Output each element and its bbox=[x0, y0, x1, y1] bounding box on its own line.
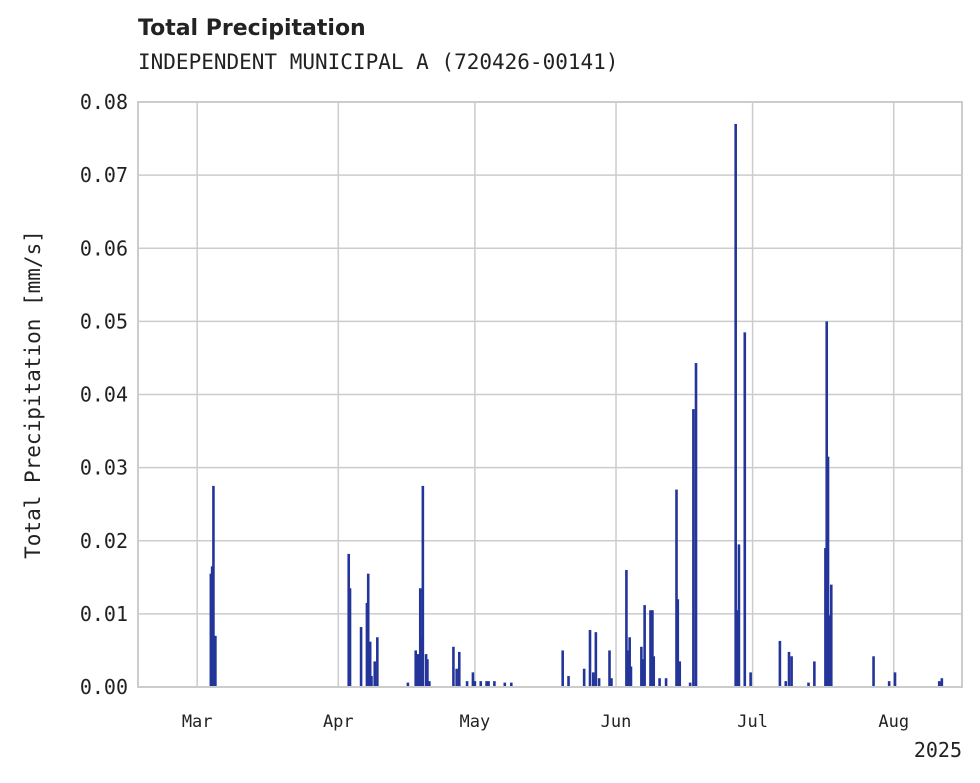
precip-bar bbox=[643, 605, 646, 687]
precip-bar bbox=[688, 682, 692, 687]
precip-bar bbox=[368, 641, 372, 687]
y-tick-label: 0.05 bbox=[80, 309, 128, 333]
precip-bar bbox=[625, 570, 628, 687]
precip-bar bbox=[457, 651, 461, 687]
precip-bar bbox=[214, 635, 217, 687]
y-axis-label: Total Precipitation [mm/s] bbox=[21, 230, 45, 559]
precip-bar bbox=[452, 646, 455, 687]
x-tick-label: Mar bbox=[182, 712, 213, 732]
precip-bar bbox=[414, 650, 418, 687]
precip-bar bbox=[370, 676, 373, 687]
year-label: 2025 bbox=[914, 738, 962, 762]
precip-bar bbox=[658, 678, 661, 687]
precip-bar bbox=[829, 584, 833, 687]
precip-bar bbox=[455, 668, 458, 687]
x-tick-label: Aug bbox=[878, 712, 909, 732]
precip-bar bbox=[485, 681, 488, 687]
precip-bar bbox=[940, 678, 944, 687]
precip-bar bbox=[426, 659, 429, 687]
precip-bar bbox=[675, 489, 678, 687]
x-tick-label: Apr bbox=[323, 712, 354, 732]
precip-bar bbox=[582, 668, 586, 687]
precip-bar bbox=[567, 676, 570, 687]
precip-bar bbox=[778, 640, 782, 687]
precip-bar bbox=[487, 681, 490, 687]
precip-bar bbox=[784, 681, 788, 687]
precip-bar bbox=[652, 656, 656, 687]
precip-bar bbox=[465, 681, 469, 687]
precip-bar bbox=[893, 672, 897, 687]
precip-bar bbox=[787, 651, 791, 687]
precip-bar bbox=[734, 123, 737, 687]
precip-bar bbox=[790, 656, 793, 687]
precip-bar bbox=[610, 678, 613, 687]
precip-bar bbox=[678, 661, 682, 687]
precip-bar bbox=[348, 588, 352, 687]
precip-bar bbox=[418, 588, 422, 687]
y-tick-label: 0.07 bbox=[80, 163, 128, 187]
y-tick-label: 0.04 bbox=[80, 383, 128, 407]
precip-bar bbox=[628, 637, 631, 687]
precip-bar bbox=[373, 661, 377, 687]
precip-bar bbox=[421, 485, 425, 687]
precip-bar bbox=[887, 681, 891, 687]
precip-bar bbox=[826, 456, 830, 687]
precip-bar bbox=[428, 681, 431, 687]
precip-bar bbox=[417, 654, 420, 687]
precip-bar bbox=[479, 681, 483, 687]
precip-bar bbox=[591, 672, 595, 687]
precip-bar bbox=[359, 627, 363, 687]
precipitation-bars bbox=[209, 123, 944, 687]
precip-bar bbox=[642, 659, 645, 687]
chart-title: Total Precipitation bbox=[138, 16, 366, 41]
precip-bar bbox=[649, 610, 652, 687]
plot-frame bbox=[137, 101, 963, 688]
precip-bar bbox=[694, 363, 698, 687]
precip-bar bbox=[471, 672, 475, 687]
y-tick-label: 0.00 bbox=[80, 675, 128, 699]
precip-bar bbox=[664, 678, 668, 687]
precip-bar bbox=[561, 650, 564, 687]
precip-bar bbox=[743, 332, 747, 687]
grid-lines bbox=[138, 101, 962, 688]
precip-bar bbox=[813, 661, 816, 687]
precip-bar bbox=[626, 650, 630, 687]
precip-bar bbox=[651, 610, 654, 687]
chart-subtitle: INDEPENDENT MUNICIPAL A (720426-00141) bbox=[138, 50, 619, 74]
precip-bar bbox=[594, 632, 598, 687]
precip-bar bbox=[676, 599, 680, 687]
precip-bar bbox=[737, 544, 741, 687]
y-tick-label: 0.02 bbox=[80, 529, 128, 553]
precip-bar bbox=[510, 682, 513, 687]
y-tick-label: 0.03 bbox=[80, 456, 128, 480]
precip-bar bbox=[807, 682, 810, 687]
y-tick-label: 0.08 bbox=[80, 90, 128, 114]
precip-bar bbox=[872, 656, 875, 687]
precip-bar bbox=[735, 610, 739, 687]
precip-bar bbox=[588, 629, 592, 687]
precip-bar bbox=[749, 672, 752, 687]
precip-bar bbox=[503, 682, 507, 687]
precip-bar bbox=[937, 681, 941, 687]
precip-bar bbox=[493, 681, 496, 687]
y-tick-label: 0.06 bbox=[80, 236, 128, 260]
y-tick-label: 0.01 bbox=[80, 602, 128, 626]
precip-bar bbox=[212, 485, 215, 687]
precip-bar bbox=[640, 646, 643, 687]
precip-bar bbox=[597, 678, 601, 687]
x-tick-label: May bbox=[460, 712, 491, 732]
x-tick-labels: Mar Apr May Jun Jul Aug bbox=[182, 712, 909, 732]
precip-bar bbox=[692, 409, 695, 687]
precip-bar bbox=[366, 573, 370, 687]
y-tick-labels: 0.00 0.01 0.02 0.03 0.04 0.05 0.06 0.07 0.08 bbox=[80, 90, 128, 699]
precip-bar bbox=[608, 650, 611, 687]
precip-bar bbox=[376, 637, 379, 687]
precip-bar bbox=[473, 681, 477, 687]
x-tick-label: Jun bbox=[601, 712, 632, 732]
precip-bar bbox=[629, 666, 633, 687]
x-tick-label: Jul bbox=[737, 712, 768, 732]
precip-bar bbox=[406, 682, 410, 687]
